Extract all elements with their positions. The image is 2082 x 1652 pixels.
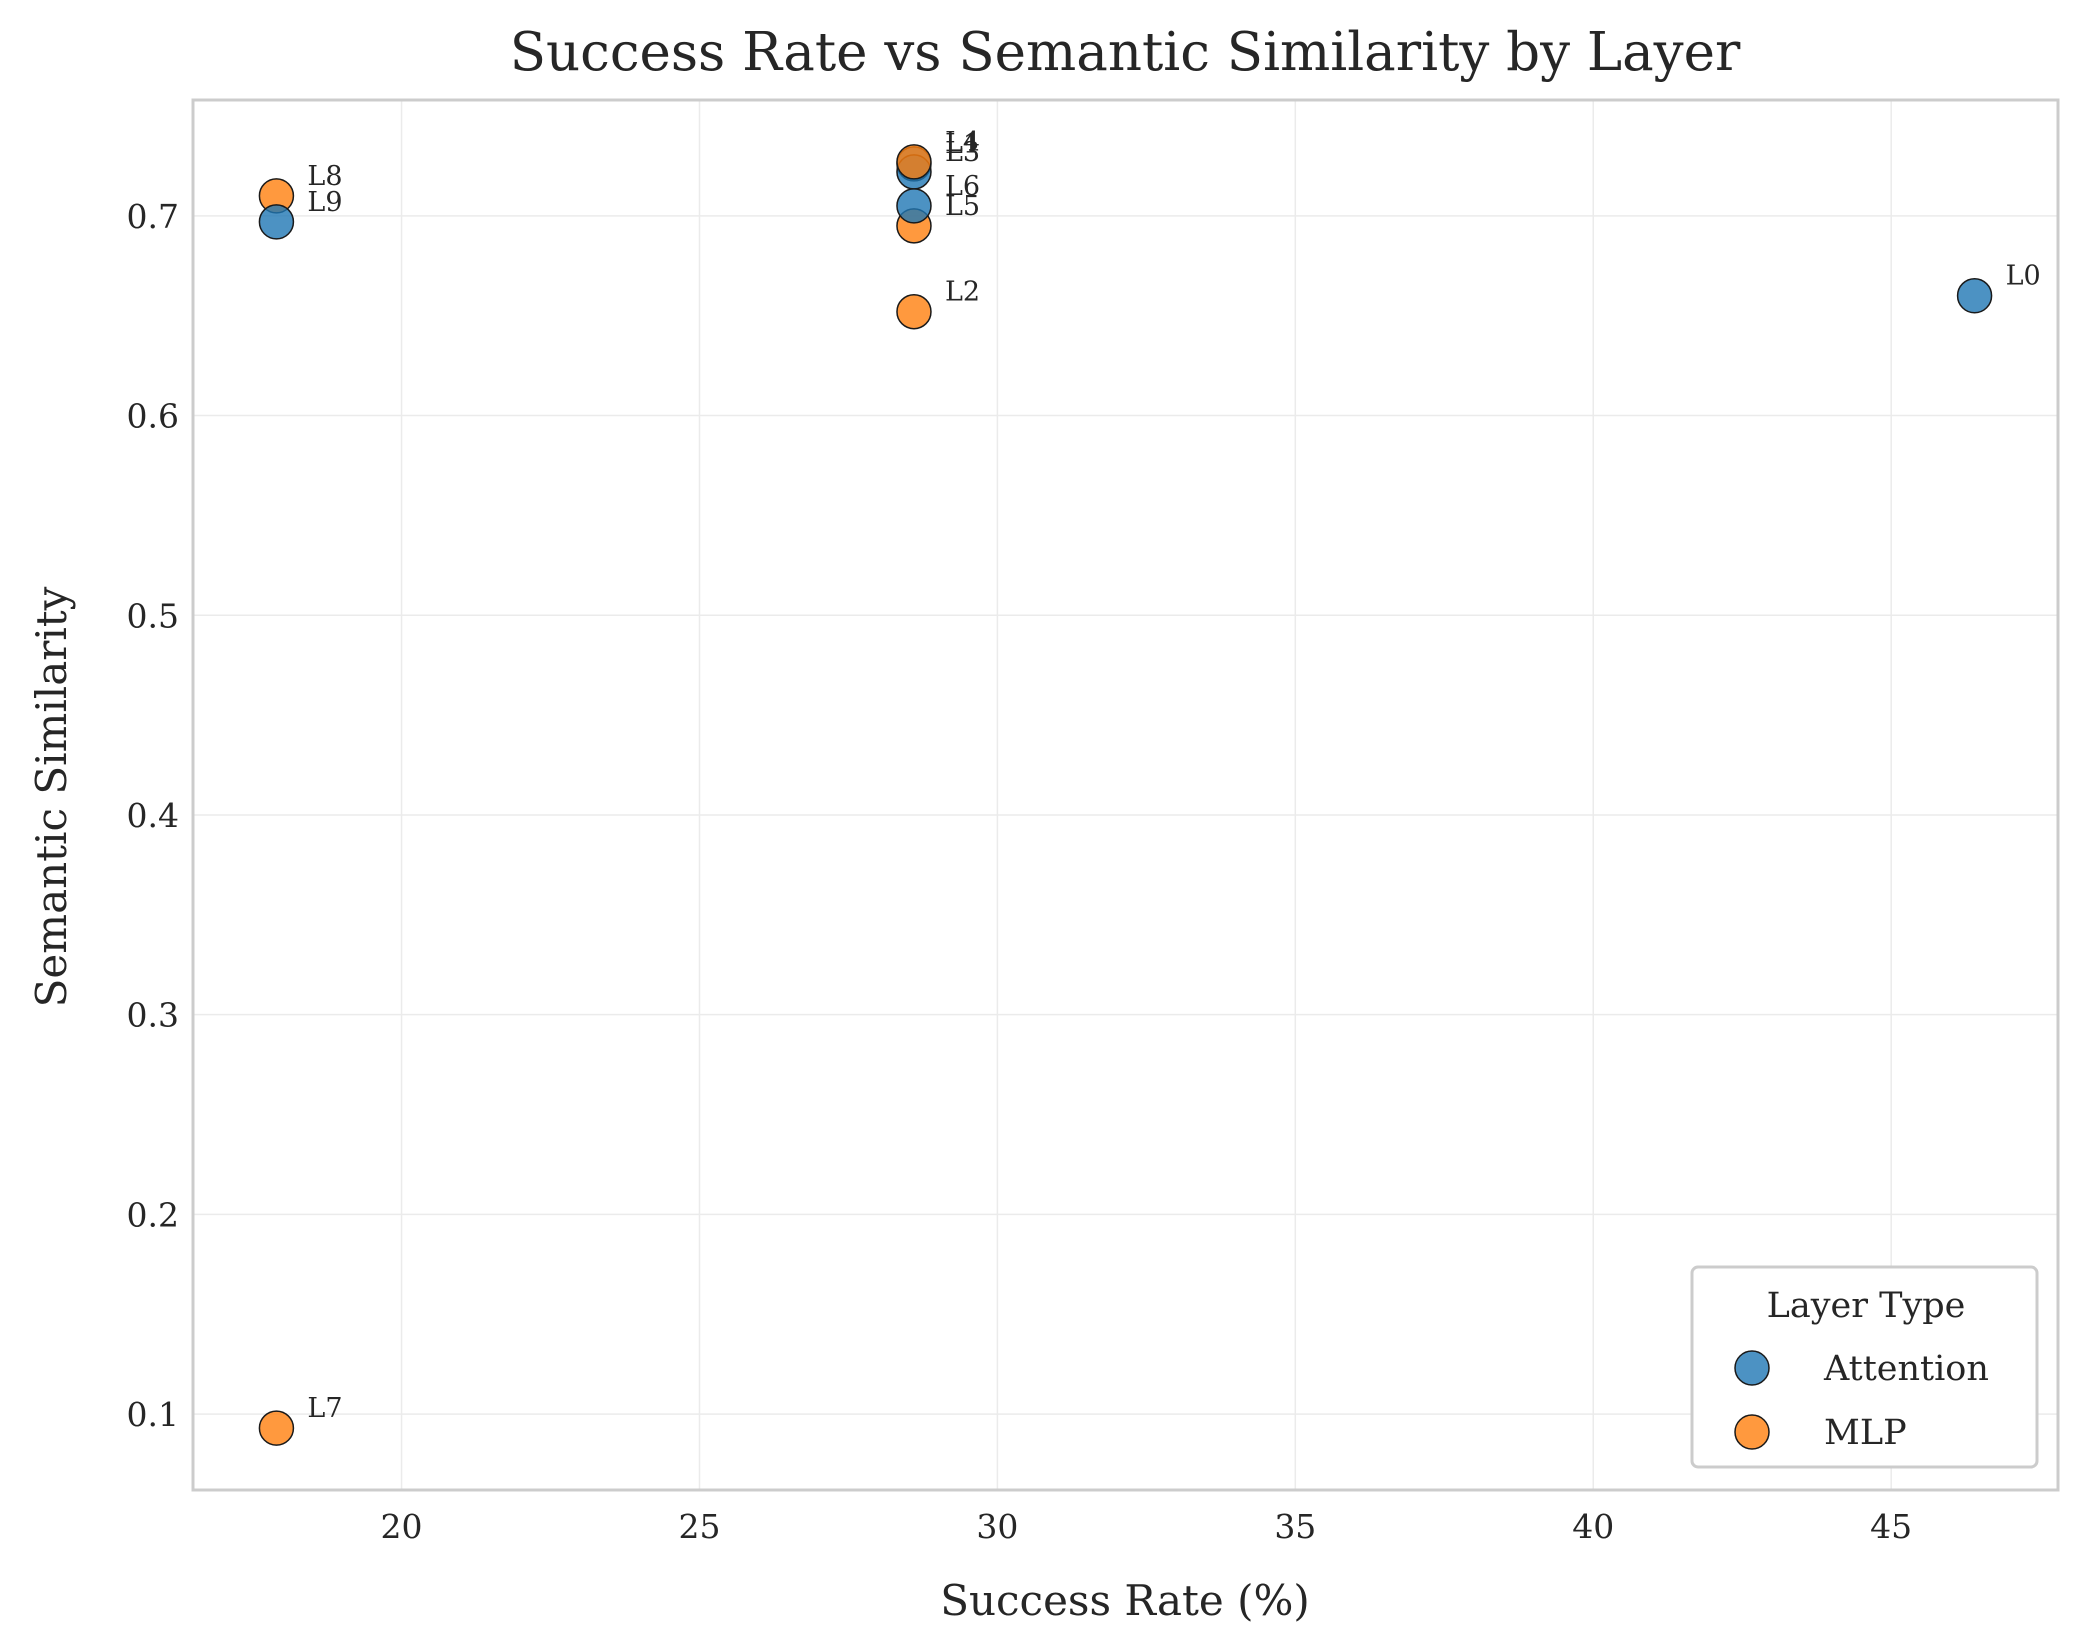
point-attention-l9 [258,204,295,240]
point-label-l5: L5 [945,191,980,222]
x-tick-labels: 20 25 30 35 40 45 [381,1507,1913,1546]
legend-marker-mlp [1734,1414,1770,1450]
data-points [258,144,1993,1446]
y-tick-label: 0.3 [127,996,179,1035]
point-label-l9: L9 [307,187,342,218]
point-attention-l6 [896,188,932,224]
y-tick-label: 0.5 [127,596,179,635]
x-tick-label: 30 [976,1507,1018,1546]
point-label-l2: L2 [945,277,980,308]
legend-label-attention: Attention [1823,1349,1989,1389]
legend-label-mlp: MLP [1824,1413,1907,1453]
point-label-l6: L6 [945,171,980,202]
legend-box [1690,1265,2039,1469]
x-tick-label: 40 [1572,1507,1614,1546]
x-tick-label: 25 [678,1507,720,1546]
y-axis-label: Semantic Similarity [27,586,76,1007]
chart-title: Success Rate vs Semantic Similarity by L… [510,22,1741,83]
point-label-l4: L4 [945,127,980,158]
point-label-l7: L7 [307,1393,342,1424]
point-label-l8: L8 [307,161,342,192]
y-tick-label: 0.6 [127,397,179,436]
plot-frame [191,98,2060,1492]
x-tick-label: 45 [1870,1507,1912,1546]
y-tick-label: 0.7 [127,197,179,236]
x-axis-label: Success Rate (%) [940,1576,1310,1625]
legend-title: Layer Type [1767,1286,1966,1326]
point-label-l1: L1 [945,129,980,160]
y-tick-label: 0.2 [127,1195,179,1234]
point-label-l0: L0 [2006,261,2041,292]
point-mlp-l4 [896,144,932,180]
plot-area [193,100,2058,1490]
y-tick-label: 0.1 [127,1395,179,1434]
y-tick-labels: 0.1 0.2 0.3 0.4 0.5 0.6 0.7 [127,197,179,1434]
x-tick-label: 20 [381,1507,423,1546]
point-attention-l0 [1956,277,1993,314]
y-tick-label: 0.4 [127,796,179,835]
x-tick-label: 35 [1274,1507,1316,1546]
point-label-l3: L3 [945,137,980,168]
legend-marker-attention [1734,1350,1770,1386]
point-mlp-l7 [258,1410,295,1446]
legend: Layer Type Attention MLP [1690,1265,2039,1469]
point-mlp-l2 [896,293,932,330]
